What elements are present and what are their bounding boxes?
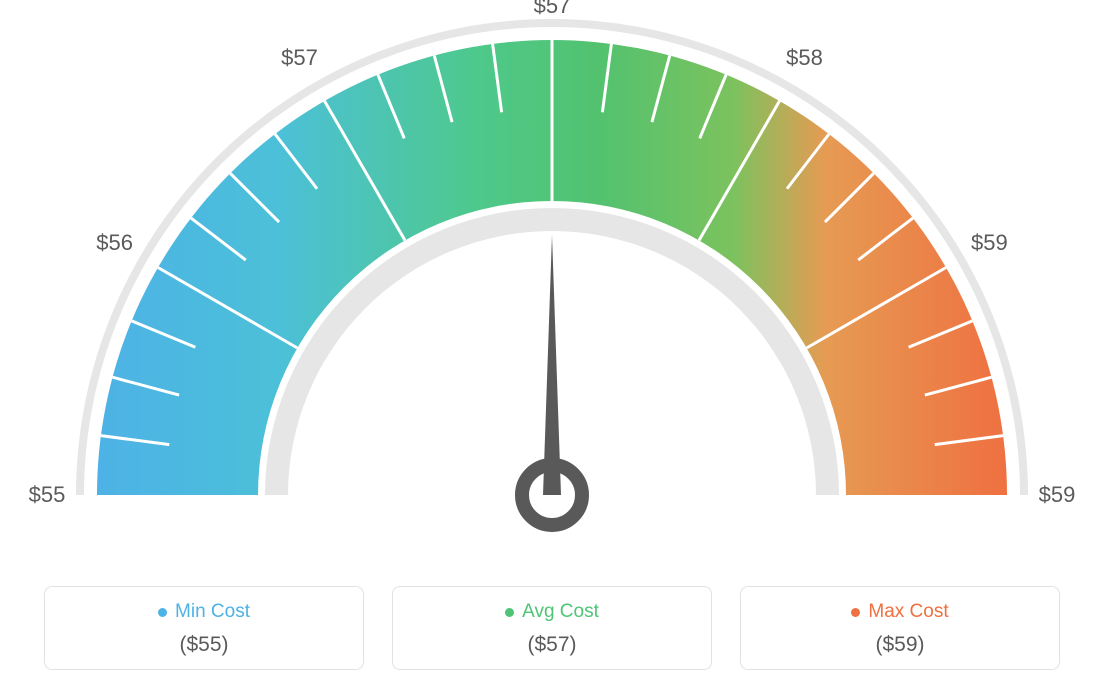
legend-row: Min Cost ($55) Avg Cost ($57) Max Cost (…	[0, 586, 1104, 670]
legend-card-max: Max Cost ($59)	[740, 586, 1060, 670]
legend-title-max: Max Cost	[851, 601, 948, 623]
gauge-tick-label: $59	[971, 230, 1008, 256]
legend-label-avg: Avg Cost	[522, 601, 599, 623]
legend-value-max: ($59)	[751, 633, 1049, 657]
legend-card-min: Min Cost ($55)	[44, 586, 364, 670]
gauge-tick-label: $55	[29, 482, 66, 508]
legend-card-avg: Avg Cost ($57)	[392, 586, 712, 670]
legend-label-min: Min Cost	[175, 601, 250, 623]
gauge-svg	[0, 0, 1104, 560]
gauge-tick-label: $58	[786, 45, 823, 71]
gauge-tick-label: $56	[96, 230, 133, 256]
legend-title-min: Min Cost	[158, 601, 250, 623]
cost-gauge-chart: $55 $56 $57 $57 $58 $59 $59	[0, 0, 1104, 560]
gauge-tick-label: $57	[534, 0, 571, 19]
legend-label-max: Max Cost	[868, 601, 948, 623]
dot-icon	[505, 608, 514, 617]
legend-value-avg: ($57)	[403, 633, 701, 657]
legend-value-min: ($55)	[55, 633, 353, 657]
dot-icon	[851, 608, 860, 617]
dot-icon	[158, 608, 167, 617]
legend-title-avg: Avg Cost	[505, 601, 599, 623]
gauge-tick-label: $59	[1039, 482, 1076, 508]
gauge-tick-label: $57	[281, 45, 318, 71]
